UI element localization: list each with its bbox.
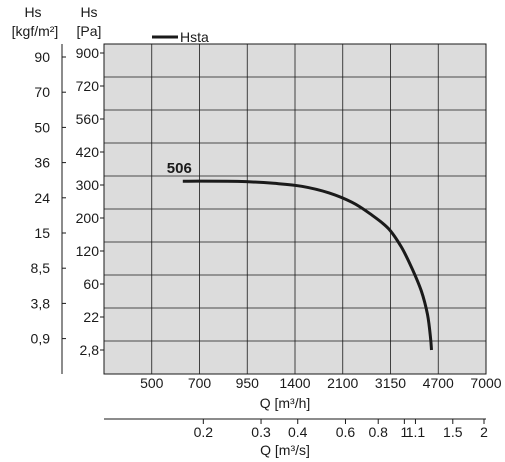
pa-tick-label: 420: [76, 144, 100, 160]
pa-tick-label: 300: [76, 177, 100, 193]
m3h-tick-label: 1400: [279, 375, 310, 391]
x-axis-title-m3h: Q [m³/h]: [260, 395, 311, 411]
pa-axis-symbol: Hs: [80, 4, 97, 20]
m3s-tick-label: 0.3: [251, 424, 271, 440]
kgf-tick-label: 8,5: [31, 260, 51, 276]
curve-label: 506: [167, 160, 192, 177]
pa-axis-unit: [Pa]: [77, 23, 102, 39]
kgf-tick-label: 36: [34, 155, 50, 171]
pa-tick-label: 560: [76, 111, 100, 127]
kgf-tick-label: 50: [34, 119, 50, 135]
m3h-tick-label: 3150: [375, 375, 406, 391]
pa-tick-label: 120: [76, 243, 100, 259]
m3h-tick-label: 7000: [470, 375, 501, 391]
m3s-tick-label: 0.6: [336, 424, 356, 440]
m3h-tick-label: 700: [188, 375, 212, 391]
pa-tick-label: 720: [76, 78, 100, 94]
x-axis-title-m3s: Q [m³/s]: [260, 442, 310, 458]
kgf-tick-label: 70: [34, 84, 50, 100]
kgf-tick-label: 24: [34, 190, 50, 206]
kgf-tick-label: 90: [34, 49, 50, 65]
m3s-tick-label: 0.8: [368, 424, 388, 440]
m3s-tick-label: 0.2: [194, 424, 214, 440]
m3h-tick-label: 950: [236, 375, 260, 391]
grid-lines: [104, 44, 486, 374]
pa-tick-label: 200: [76, 210, 100, 226]
kgf-axis-symbol: Hs: [24, 4, 41, 20]
curves: 506: [167, 160, 433, 351]
axis-ticks: 90072056042030020012060222,8907050362415…: [31, 45, 502, 440]
m3s-tick-label: 1: [400, 424, 408, 440]
m3s-tick-label: 2: [480, 424, 488, 440]
pa-tick-label: 22: [83, 309, 99, 325]
m3s-tick-label: 1.5: [443, 424, 463, 440]
m3h-tick-label: 2100: [327, 375, 358, 391]
m3s-tick-label: 0.4: [288, 424, 308, 440]
kgf-tick-label: 15: [34, 225, 50, 241]
kgf-tick-label: 3,8: [31, 295, 51, 311]
m3s-tick-label: 1.1: [406, 424, 426, 440]
legend-label-hsta: Hsta: [180, 29, 209, 45]
pa-tick-label: 60: [83, 276, 99, 292]
pa-tick-label: 2,8: [80, 342, 100, 358]
kgf-tick-label: 0,9: [31, 331, 51, 347]
pa-tick-label: 900: [76, 45, 100, 61]
kgf-axis-unit: [kgf/m²]: [12, 23, 59, 39]
m3h-tick-label: 500: [140, 375, 164, 391]
curve-hsta: [182, 179, 433, 351]
m3h-tick-label: 4700: [423, 375, 454, 391]
